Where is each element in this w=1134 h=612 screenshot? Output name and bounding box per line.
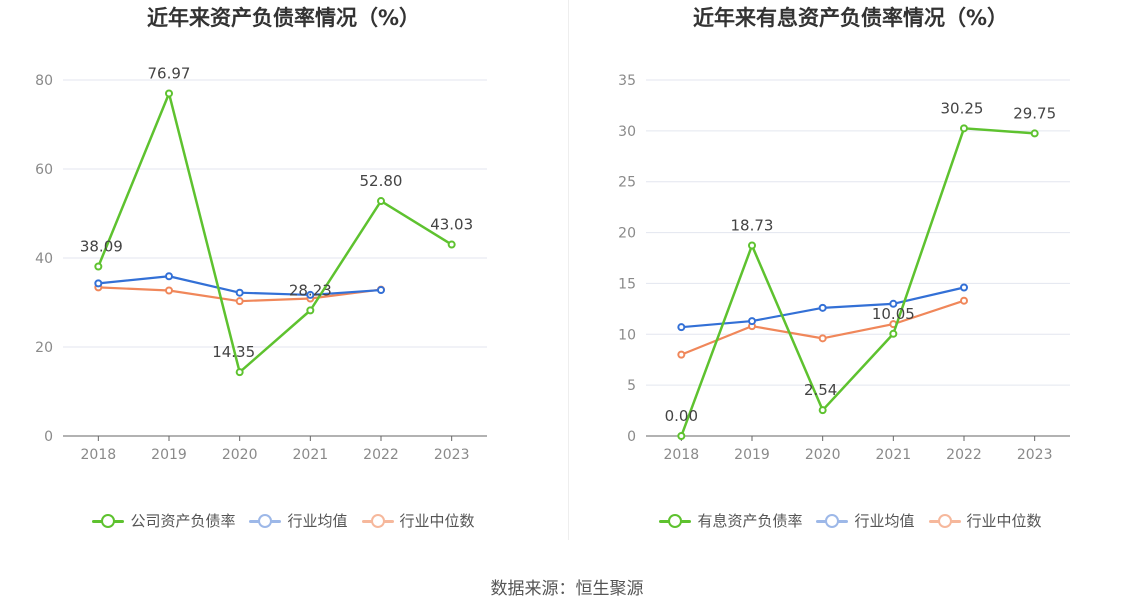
- legend-item-median[interactable]: 行业中位数: [361, 510, 475, 531]
- data-point: [306, 306, 315, 315]
- data-point: [165, 89, 173, 98]
- data-point: [818, 406, 827, 415]
- y-tick-label: 25: [618, 175, 636, 191]
- x-tick-label: 2020: [805, 447, 841, 463]
- legend-item-mean[interactable]: 行业均值: [249, 510, 348, 531]
- data-label: 10.05: [872, 305, 915, 323]
- chart-panel-right: 近年来有息资产负债率情况（%） 0 5 10 15 20 25 30 35 2018 2019 20…: [567, 0, 1134, 560]
- data-source-note: 数据来源：恒生聚源: [490, 579, 644, 599]
- legend-line-icon: [816, 513, 849, 528]
- legend-label: 行业中位数: [399, 512, 475, 530]
- y-tick-label: 5: [627, 378, 636, 394]
- series-line: [680, 127, 1035, 437]
- data-label: 52.80: [360, 172, 403, 190]
- data-point: [677, 432, 686, 440]
- legend-line-icon: [361, 513, 394, 528]
- legend-item-mean[interactable]: 行业均值: [816, 510, 915, 531]
- legend-line-icon: [928, 513, 961, 528]
- legend-line-icon: [659, 513, 692, 528]
- data-point: [889, 329, 898, 338]
- data-point: [818, 334, 827, 343]
- data-point: [235, 368, 244, 377]
- x-tick-label: 2020: [222, 447, 258, 463]
- x-tick-label: 2019: [734, 447, 770, 463]
- y-tick-label: 0: [44, 429, 53, 445]
- data-point: [235, 297, 244, 306]
- y-tick-label: 20: [618, 226, 636, 242]
- legend-item-median[interactable]: 行业中位数: [928, 510, 1042, 531]
- data-point: [447, 240, 456, 249]
- chart-panel-left: 近年来资产负债率情况（%） 0 20 40 60 80 2018 2019 2020 2021 2…: [0, 0, 567, 560]
- chart-plot-area: 0 5 10 15 20 25 30 35 2018 2019 2020 2021 2022 2023 0.…: [618, 73, 1070, 463]
- x-tick-label: 2022: [363, 447, 399, 463]
- y-tick-label: 20: [35, 340, 53, 356]
- data-label: 38.09: [80, 237, 123, 255]
- data-point: [960, 296, 968, 305]
- data-label: 29.75: [1013, 104, 1056, 122]
- data-label: 43.03: [430, 216, 473, 234]
- legend-item-company[interactable]: 有息资产负债率: [659, 510, 802, 531]
- data-point: [960, 124, 968, 133]
- legend-item-company[interactable]: 公司资产负债率: [92, 510, 235, 531]
- x-tick-label: 2019: [151, 447, 187, 463]
- chart-legend: 有息资产负债率 行业均值 行业中位数: [567, 510, 1134, 531]
- y-tick-label: 30: [618, 124, 636, 140]
- data-point: [677, 350, 686, 359]
- y-tick-label: 10: [618, 327, 636, 343]
- chart-title: 近年来有息资产负债率情况（%）: [692, 6, 1009, 30]
- x-tick-label: 2021: [293, 447, 329, 463]
- data-point: [818, 303, 827, 312]
- data-label: 28.23: [289, 281, 332, 299]
- x-tick-label: 2021: [876, 447, 912, 463]
- legend-line-icon: [249, 513, 282, 528]
- x-tick-label: 2023: [434, 447, 470, 463]
- series-line: [97, 92, 453, 374]
- legend-label: 行业中位数: [966, 512, 1042, 530]
- data-point: [165, 286, 173, 295]
- y-tick-label: 60: [35, 162, 53, 178]
- x-tick-label: 2023: [1017, 447, 1053, 463]
- data-point: [377, 286, 385, 295]
- legend-label: 行业均值: [854, 512, 915, 530]
- x-tick-label: 2018: [81, 447, 117, 463]
- data-point: [677, 323, 686, 332]
- data-point: [748, 241, 756, 250]
- data-point: [94, 262, 103, 271]
- legend-label: 有息资产负债率: [697, 512, 803, 530]
- data-point: [165, 272, 173, 281]
- y-tick-label: 15: [618, 276, 636, 292]
- chart-legend: 公司资产负债率 行业均值 行业中位数: [0, 510, 567, 531]
- data-point: [889, 299, 898, 308]
- data-label: 30.25: [941, 99, 984, 117]
- chart-title: 近年来资产负债率情况（%）: [146, 6, 421, 30]
- x-tick-label: 2022: [946, 447, 982, 463]
- data-label: 14.35: [212, 343, 255, 361]
- legend-label: 行业均值: [287, 512, 348, 530]
- legend-line-icon: [92, 513, 125, 528]
- legend-label: 公司资产负债率: [130, 512, 236, 530]
- data-point: [748, 317, 756, 326]
- panel-divider: [568, 0, 569, 540]
- y-tick-label: 80: [35, 73, 53, 89]
- data-point: [306, 290, 315, 299]
- data-point: [377, 197, 385, 206]
- data-label: 76.97: [148, 64, 191, 82]
- y-tick-label: 35: [618, 73, 636, 89]
- data-point: [1030, 129, 1039, 138]
- data-label: 18.73: [731, 216, 774, 234]
- data-label: 0.00: [665, 407, 698, 425]
- y-tick-label: 0: [627, 429, 636, 445]
- data-label: 2.54: [804, 381, 837, 399]
- data-point: [960, 283, 968, 292]
- y-tick-label: 40: [35, 251, 53, 267]
- data-point: [235, 288, 244, 297]
- data-point: [94, 279, 103, 288]
- chart-plot-area: 0 20 40 60 80 2018 2019 2020 2021 2022 2023 38.09 76…: [35, 64, 487, 463]
- x-tick-label: 2018: [664, 447, 700, 463]
